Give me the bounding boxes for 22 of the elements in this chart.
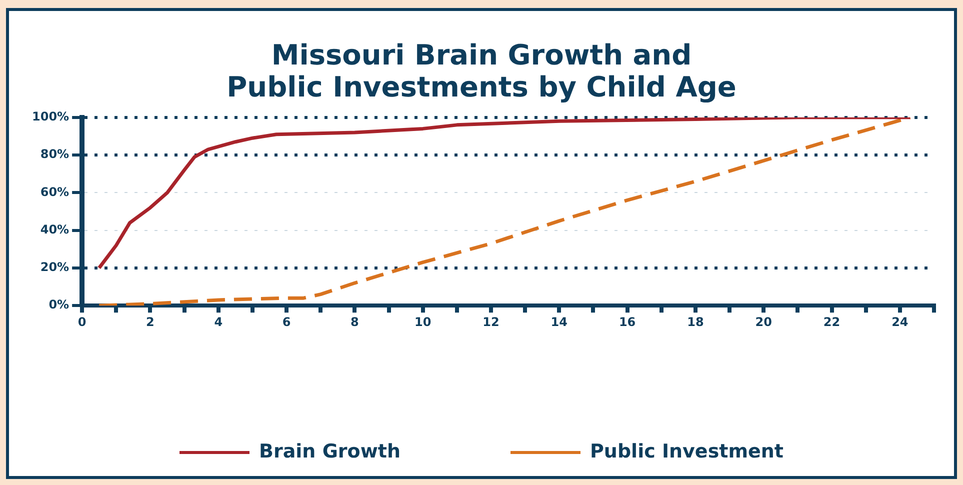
x-tick-label: 0 [78,314,86,329]
y-tick-label: 80% [40,147,70,162]
x-tick-label: 2 [146,314,154,329]
chart-title: Missouri Brain Growth and Public Investments by Child Age [226,38,736,104]
x-tick-label: 22 [823,314,840,329]
x-tick-label: 18 [687,314,704,329]
x-tick-label: 14 [550,314,568,329]
y-tick-label: 40% [40,222,70,236]
x-tick-label: 8 [350,314,359,329]
x-tick-label: 6 [282,314,291,329]
x-tick-label: 4 [214,314,223,329]
y-tick-label: 100% [32,110,70,124]
line-series [97,117,912,306]
y-tick-label: 20% [40,260,70,274]
y-tick-label: 60% [40,184,70,199]
x-tick-label: 16 [618,314,636,329]
x-tick-label: 20 [755,314,772,329]
x-tick-label: 10 [414,314,432,329]
y-tick-label: 0% [48,298,70,312]
x-tick-label: 24 [892,314,908,329]
legend-label: Brain Growth [258,440,401,462]
x-tick-label: 12 [482,314,500,329]
